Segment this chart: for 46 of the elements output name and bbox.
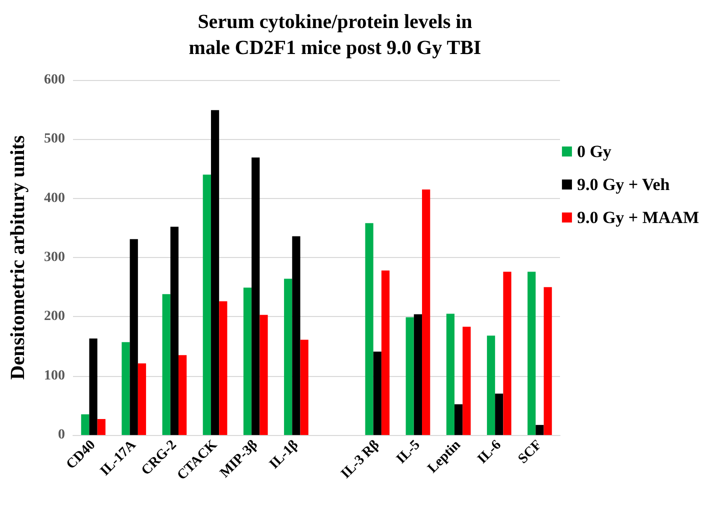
legend-label: 0 Gy [576,142,612,161]
bar [495,394,504,435]
bar [243,288,252,435]
bar [544,287,552,435]
y-tick-label: 300 [44,250,65,265]
bar [252,158,260,435]
bar [292,236,300,435]
legend-label: 9.0 Gy + Veh [576,175,670,194]
bar [503,272,512,435]
bar [81,414,90,435]
bar [260,314,268,435]
y-tick-label: 0 [58,428,65,442]
bar [381,270,390,435]
bar [89,338,98,435]
bar [446,314,454,435]
bar [284,278,292,435]
bar [528,272,536,435]
bar [486,336,496,435]
bar [138,363,146,435]
bar [414,314,422,435]
bar [162,294,170,435]
x-tick-label: IL-3 Rβ [338,438,383,482]
bar [170,226,179,435]
y-tick-label: 400 [44,190,65,206]
y-tick-label: 600 [44,72,65,88]
y-tick-label: 100 [44,368,65,384]
bar [97,419,106,435]
bar [178,355,187,435]
bar [422,189,430,435]
bar [373,352,382,435]
y-axis-title: Densitometric arbitury units [7,135,29,380]
bar [130,239,138,435]
chart-title: Serum cytokine/protein levels in male CD2F1 mice post 9.0 Gy TBI [188,11,482,59]
bar [210,110,220,435]
bar [202,174,211,435]
bar [219,301,228,435]
legend-label: 9.0 Gy + MAAM [576,208,700,227]
bar [300,340,308,435]
bar [122,342,130,435]
y-tick-label: 500 [44,132,65,147]
bar [536,424,544,435]
y-tick-label: 200 [44,309,65,324]
bar [462,326,471,435]
bar [454,404,463,435]
bar [406,317,414,435]
bar [365,223,374,435]
